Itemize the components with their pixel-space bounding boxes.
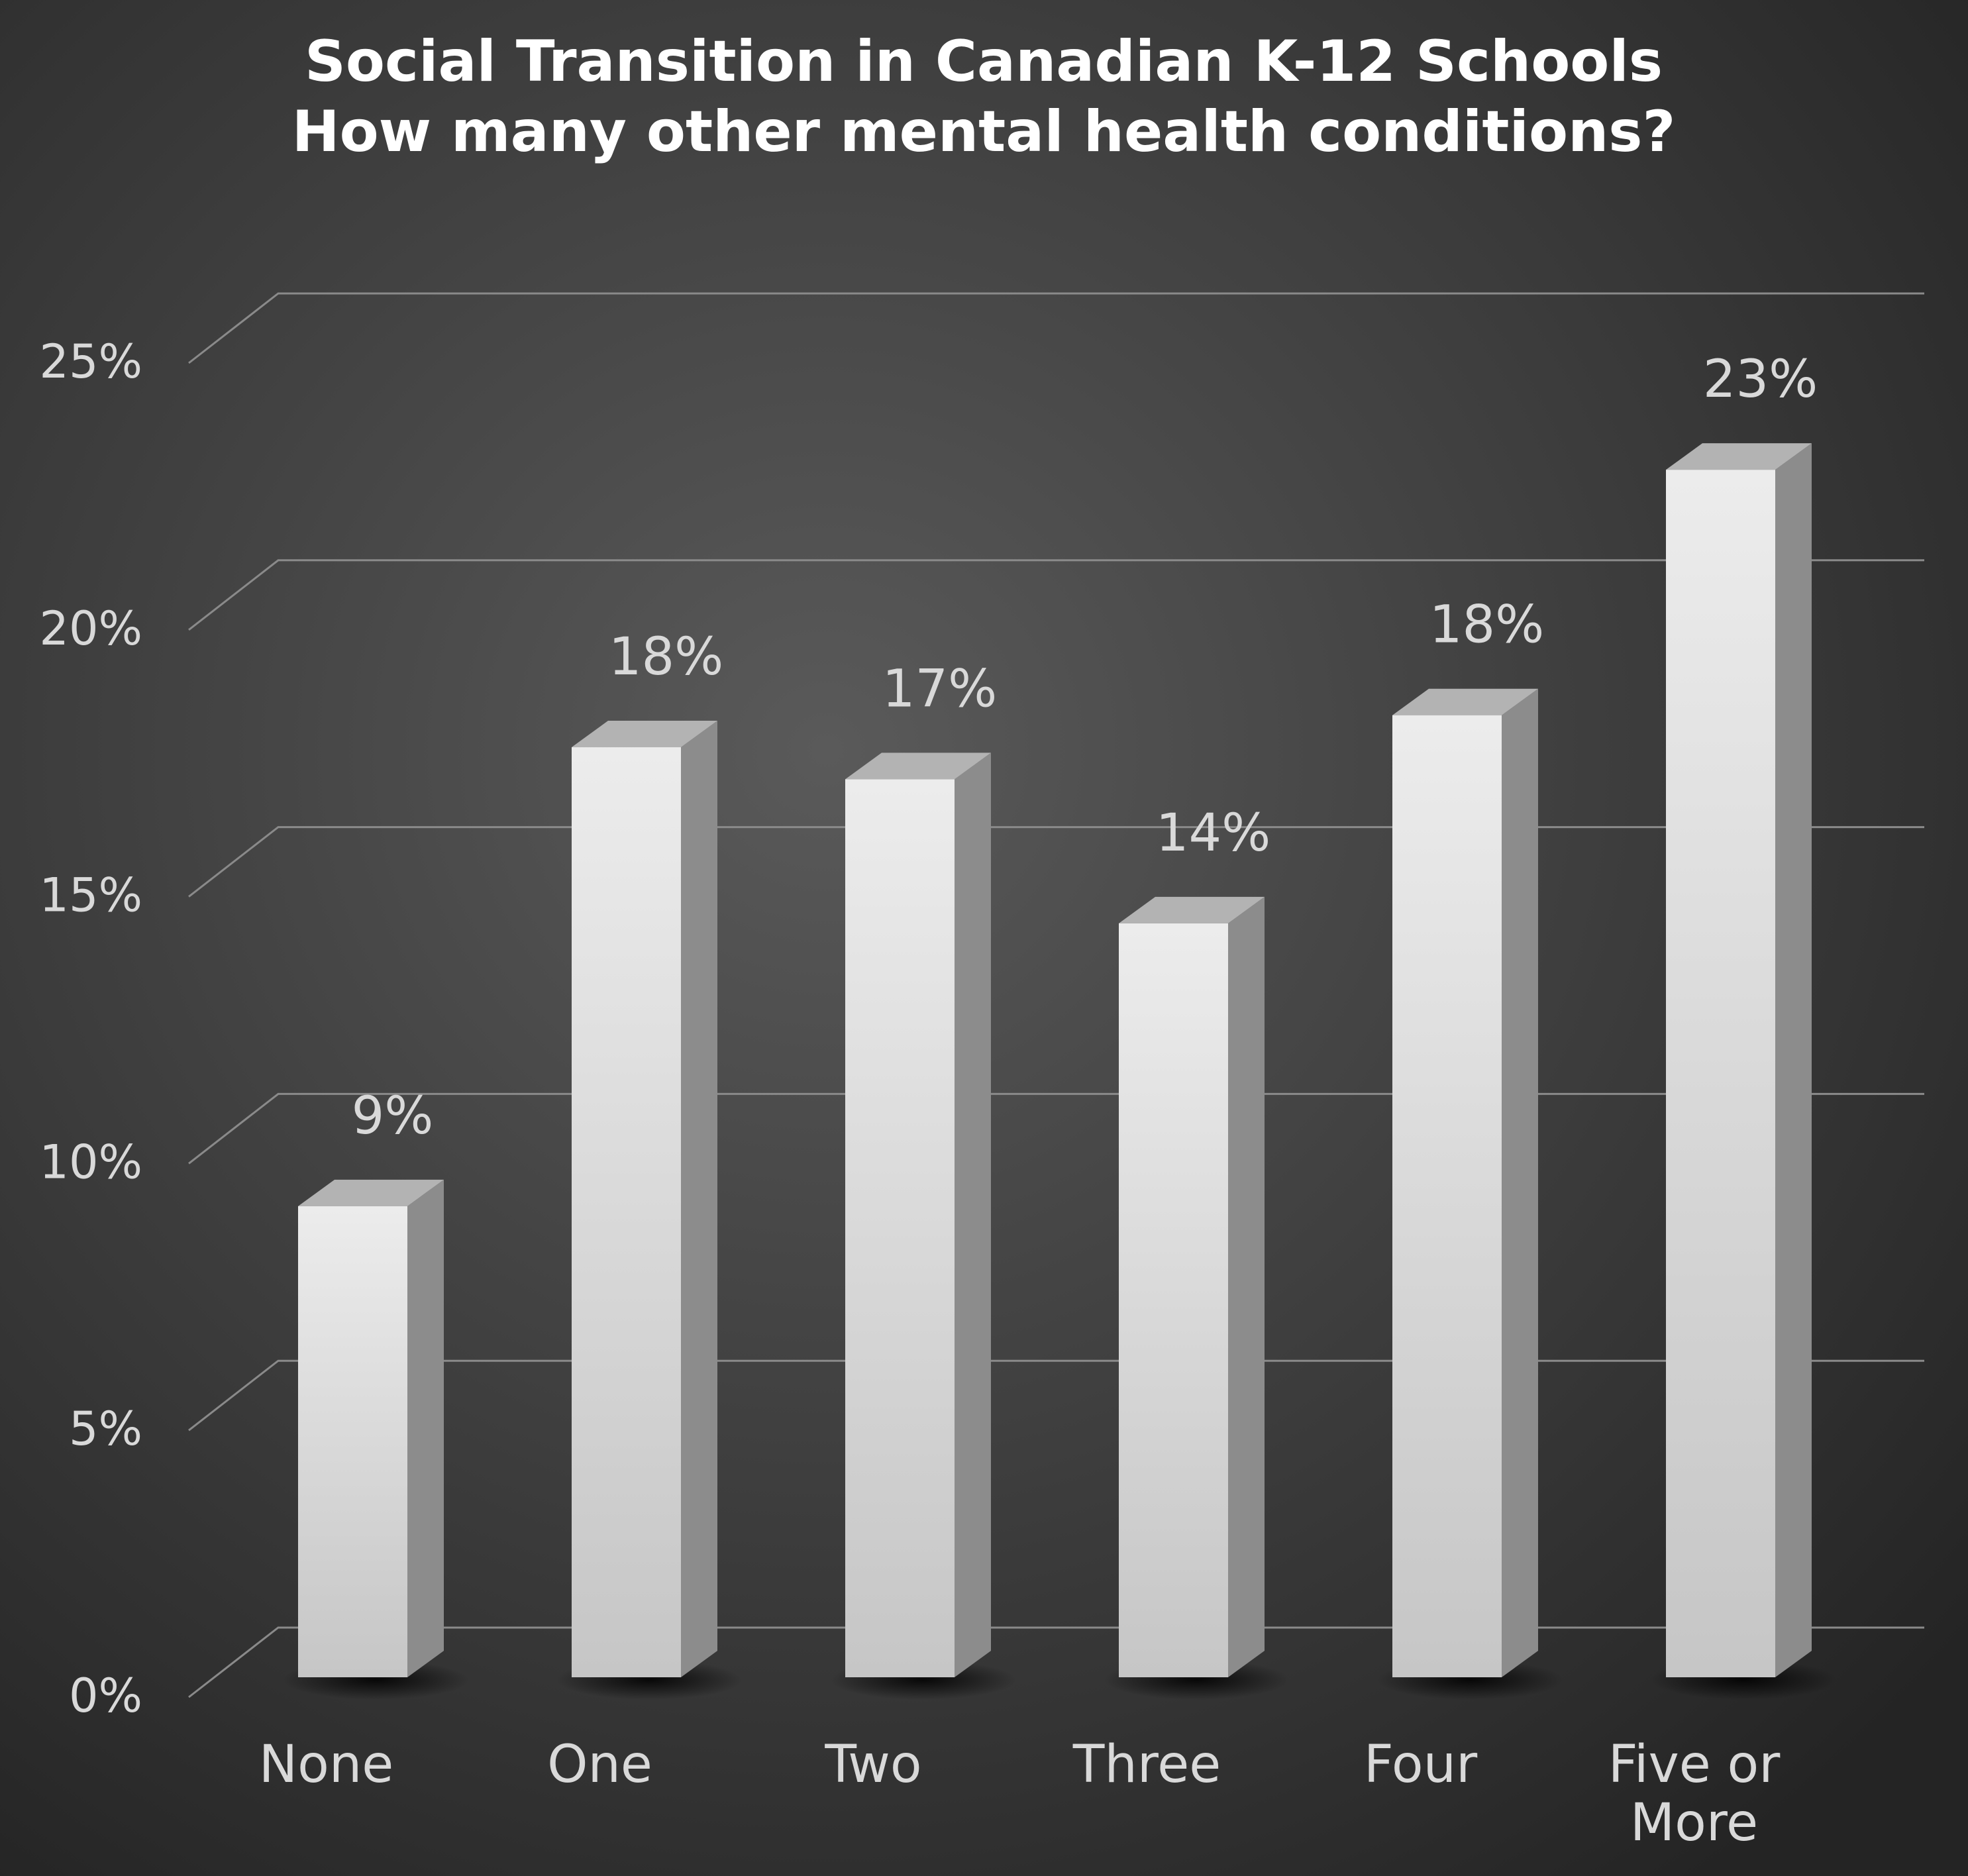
data-label: 23% <box>1703 350 1818 409</box>
gridline <box>188 1092 1924 1165</box>
bar-top <box>1392 688 1538 715</box>
y-tick-label: 15% <box>39 868 142 923</box>
bar-top <box>845 753 991 780</box>
bar-top <box>572 721 717 748</box>
gridline <box>188 1626 1924 1698</box>
x-tick-label: Two <box>824 1735 921 1795</box>
y-tick-label: 0% <box>69 1669 142 1723</box>
data-labels: 9% 18% 17% 14% 18% 23% <box>352 350 1818 1146</box>
bar <box>298 1206 407 1677</box>
grid-layer <box>188 292 1924 1698</box>
x-tick-labels: None One Two Three Four Five or More <box>259 1735 1781 1853</box>
bar-top <box>1666 443 1812 470</box>
chart-subtitle: How many other mental health conditions? <box>292 99 1676 165</box>
bar <box>572 747 681 1677</box>
x-tick-label: None <box>259 1735 394 1795</box>
bar <box>845 779 955 1677</box>
x-tick-label: Five or More <box>1608 1735 1781 1853</box>
gridline <box>188 559 1924 631</box>
bar-side <box>1775 443 1812 1677</box>
data-label: 17% <box>882 659 997 719</box>
x-tick-label: One <box>547 1735 652 1795</box>
bar-side <box>681 721 717 1677</box>
bar-side <box>1502 688 1538 1677</box>
data-label: 9% <box>352 1086 434 1146</box>
chart-title: Social Transition in Canadian K-12 Schoo… <box>305 28 1663 95</box>
bar-top <box>1119 896 1265 923</box>
bar-side <box>955 753 991 1677</box>
bar <box>1119 923 1228 1677</box>
y-tick-label: 25% <box>39 335 142 389</box>
gridline <box>188 1359 1924 1432</box>
x-tick-label: Three <box>1072 1735 1221 1795</box>
data-label: 18% <box>1429 596 1544 655</box>
y-tick-label: 10% <box>39 1135 142 1189</box>
y-tick-label: 5% <box>69 1402 142 1456</box>
data-label: 14% <box>1156 804 1270 863</box>
y-tick-label: 20% <box>39 601 142 656</box>
bar-side <box>407 1179 444 1677</box>
bars <box>283 443 1837 1700</box>
x-tick-label: Four <box>1364 1735 1478 1795</box>
bar-top <box>298 1179 444 1206</box>
gridline <box>188 292 1924 364</box>
bar <box>1392 715 1502 1677</box>
gridline <box>188 826 1924 898</box>
y-tick-labels: 0% 5% 10% 15% 20% 25% <box>39 335 142 1723</box>
data-label: 18% <box>609 627 723 687</box>
bar <box>1666 470 1775 1677</box>
bar-side <box>1228 896 1265 1677</box>
